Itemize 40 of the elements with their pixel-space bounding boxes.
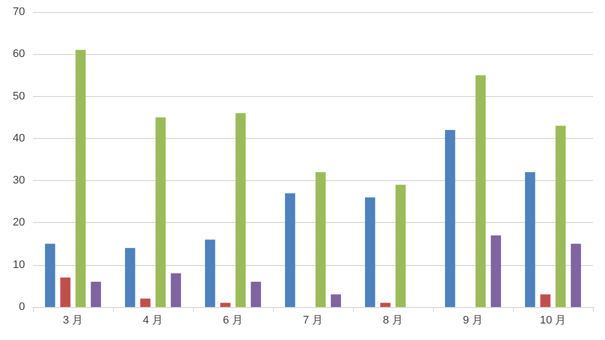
bar	[490, 235, 501, 307]
bar	[90, 282, 101, 307]
bar	[60, 278, 70, 307]
bar	[156, 117, 166, 307]
bar	[316, 172, 326, 307]
bar	[540, 294, 550, 307]
x-tick-label: 9 月	[462, 314, 484, 326]
bar	[365, 197, 376, 307]
x-tick-label: 4 月	[142, 314, 164, 326]
y-tick-label: 20	[12, 216, 25, 229]
y-tick-label: 30	[12, 174, 25, 187]
bar	[285, 193, 296, 307]
bar	[330, 294, 341, 307]
bar	[380, 302, 390, 307]
bar	[170, 273, 181, 307]
y-tick-label: 40	[12, 132, 25, 144]
x-tick-label: 6 月	[222, 314, 244, 326]
bar	[45, 244, 56, 307]
y-tick-label: 70	[12, 6, 25, 18]
bar	[250, 282, 261, 307]
bar	[76, 50, 86, 307]
x-tick-label: 8 月	[382, 314, 404, 326]
bar	[125, 248, 136, 307]
bar	[445, 130, 456, 307]
x-tick-label: 7 月	[302, 314, 324, 326]
bar	[205, 240, 216, 307]
bar	[570, 244, 581, 307]
y-tick-label: 0	[18, 301, 25, 313]
bar	[140, 298, 150, 307]
bar	[525, 172, 536, 307]
x-tick-label: 10 月	[540, 314, 566, 326]
y-tick-label: 10	[12, 258, 25, 271]
x-tick-label: 3 月	[62, 314, 84, 326]
bar	[220, 302, 230, 307]
bar	[476, 75, 486, 307]
bar	[236, 113, 246, 307]
y-tick-label: 50	[12, 90, 25, 102]
bar	[556, 126, 566, 307]
y-tick-label: 60	[12, 48, 25, 60]
bar	[396, 184, 406, 307]
